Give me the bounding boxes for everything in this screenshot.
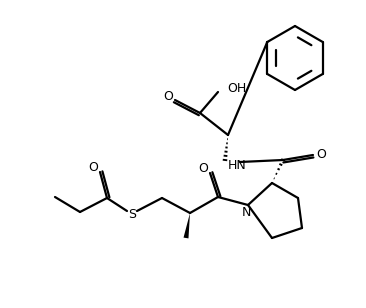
- Text: S: S: [128, 208, 136, 221]
- Text: O: O: [163, 90, 173, 103]
- Text: HN: HN: [228, 159, 246, 172]
- Polygon shape: [183, 213, 190, 238]
- Text: O: O: [316, 148, 326, 160]
- Text: N: N: [241, 206, 251, 220]
- Text: O: O: [198, 161, 208, 175]
- Text: OH: OH: [227, 82, 246, 95]
- Text: O: O: [88, 160, 98, 173]
